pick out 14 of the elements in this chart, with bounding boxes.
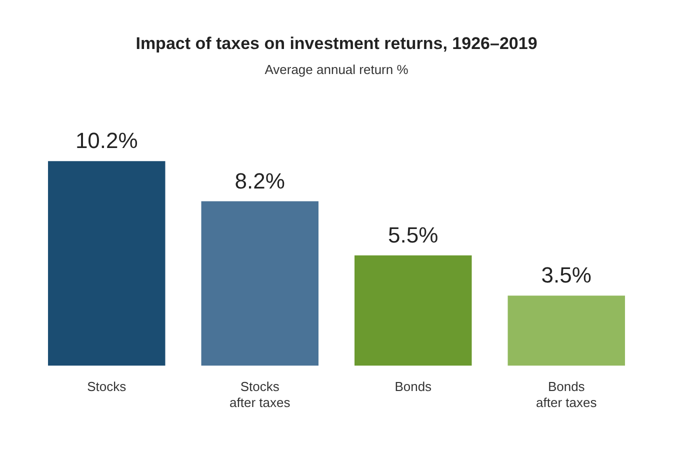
x-tick-label: Bonds after taxes <box>536 379 598 410</box>
x-tick-label: Bonds <box>394 379 432 394</box>
data-label: 10.2% <box>75 128 138 154</box>
bar <box>508 296 625 366</box>
data-label: 5.5% <box>388 222 438 248</box>
bar <box>354 255 472 366</box>
data-label: 8.2% <box>234 168 285 194</box>
bar <box>48 161 166 366</box>
x-tick-label: Stocks after taxes <box>230 379 291 410</box>
bar <box>201 201 318 366</box>
chart-title: Impact of taxes on investment returns, 1926–2019 <box>134 34 538 54</box>
x-tick-label: Stocks <box>87 379 127 394</box>
data-label: 3.5% <box>541 262 592 288</box>
chart-subtitle: Average annual return % <box>264 62 410 77</box>
